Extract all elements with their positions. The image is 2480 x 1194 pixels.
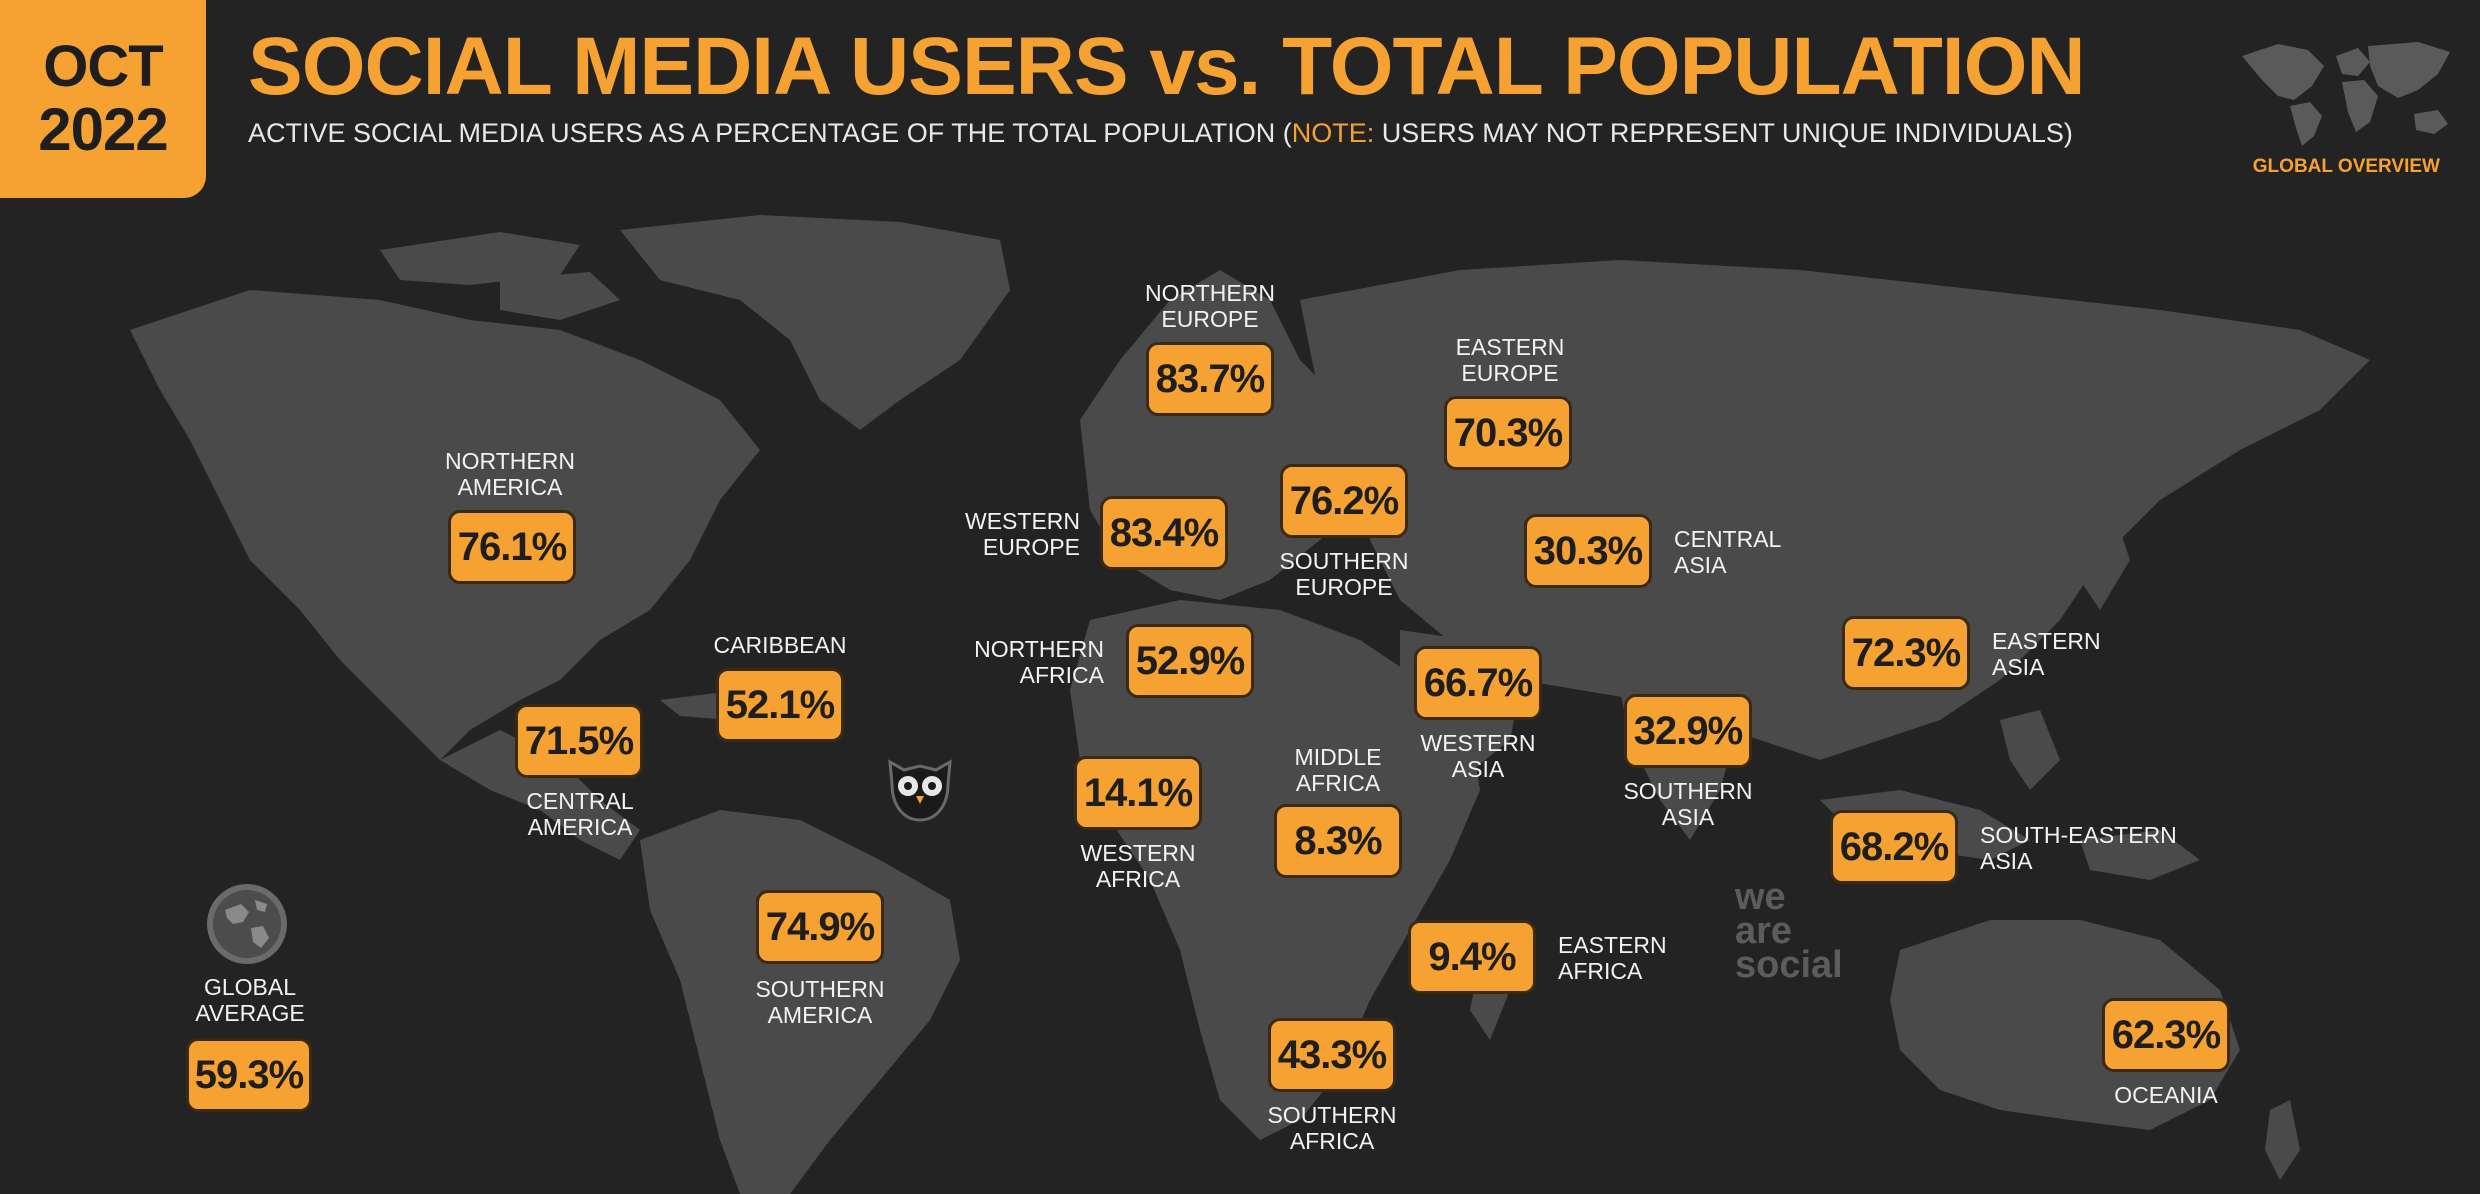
date-badge: OCT 2022	[0, 0, 206, 198]
mini-world-map-icon	[2242, 42, 2450, 146]
region-label-middle-africa: MIDDLE AFRICA	[1294, 744, 1382, 797]
region-value-central-america: 71.5%	[515, 704, 643, 778]
region-value-oceania: 62.3%	[2102, 998, 2230, 1072]
region-label-northern-africa: NORTHERN AFRICA	[974, 636, 1104, 689]
region-value-caribbean: 52.1%	[716, 668, 844, 742]
region-value-western-europe: 83.4%	[1100, 496, 1228, 570]
page-subtitle: ACTIVE SOCIAL MEDIA USERS AS A PERCENTAG…	[248, 118, 2073, 149]
region-label-western-europe: WESTERN EUROPE	[965, 508, 1080, 561]
region-label-central-asia: CENTRAL ASIA	[1674, 526, 1782, 579]
region-value-northern-europe: 83.7%	[1146, 342, 1274, 416]
region-value-south-eastern-asia: 68.2%	[1830, 810, 1958, 884]
region-value-southern-europe: 76.2%	[1280, 464, 1408, 538]
region-value-eastern-asia: 72.3%	[1842, 616, 1970, 690]
region-value-southern-africa: 43.3%	[1268, 1018, 1396, 1092]
owl-icon	[888, 759, 952, 822]
region-label-southern-europe: SOUTHERN EUROPE	[1279, 548, 1409, 601]
region-label-eastern-europe: EASTERN EUROPE	[1455, 334, 1565, 387]
region-value-central-asia: 30.3%	[1524, 514, 1652, 588]
region-label-oceania: OCEANIA	[2114, 1082, 2218, 1108]
region-label-southern-africa: SOUTHERN AFRICA	[1267, 1102, 1397, 1155]
section-label: GLOBAL OVERVIEW	[2252, 156, 2440, 177]
watermark: we are social	[1735, 876, 1843, 987]
region-value-northern-africa: 52.9%	[1126, 624, 1254, 698]
region-label-eastern-asia: EASTERN ASIA	[1992, 628, 2101, 681]
region-label-western-africa: WESTERN AFRICA	[1080, 840, 1196, 893]
date-year: 2022	[38, 96, 168, 163]
region-label-northern-europe: NORTHERN EUROPE	[1145, 280, 1275, 333]
global-average-value: 59.3%	[186, 1038, 312, 1112]
region-label-caribbean: CARIBBEAN	[713, 632, 847, 658]
region-label-southern-asia: SOUTHERN ASIA	[1623, 778, 1753, 831]
region-value-western-asia: 66.7%	[1414, 646, 1542, 720]
region-label-eastern-africa: EASTERN AFRICA	[1558, 932, 1667, 985]
subtitle-text: ACTIVE SOCIAL MEDIA USERS AS A PERCENTAG…	[248, 118, 1292, 148]
region-value-western-africa: 14.1%	[1074, 756, 1202, 830]
region-label-southern-america: SOUTHERN AMERICA	[755, 976, 885, 1029]
region-value-northern-america: 76.1%	[448, 510, 576, 584]
region-value-southern-asia: 32.9%	[1624, 694, 1752, 768]
region-value-middle-africa: 8.3%	[1274, 804, 1402, 878]
region-value-eastern-africa: 9.4%	[1408, 920, 1536, 994]
subtitle-note: NOTE:	[1291, 118, 1375, 148]
globe-icon	[207, 884, 287, 964]
region-label-central-america: CENTRAL AMERICA	[526, 788, 634, 841]
global-average-label: GLOBAL AVERAGE	[195, 974, 305, 1027]
region-value-eastern-europe: 70.3%	[1444, 396, 1572, 470]
page-title: SOCIAL MEDIA USERS vs. TOTAL POPULATION	[248, 21, 2086, 112]
region-label-south-eastern-asia: SOUTH-EASTERN ASIA	[1980, 822, 2177, 875]
date-month: OCT	[43, 34, 163, 99]
region-label-northern-america: NORTHERN AMERICA	[445, 448, 575, 501]
region-label-western-asia: WESTERN ASIA	[1420, 730, 1536, 783]
subtitle-text-end: USERS MAY NOT REPRESENT UNIQUE INDIVIDUA…	[1374, 118, 2073, 148]
region-value-southern-america: 74.9%	[756, 890, 884, 964]
